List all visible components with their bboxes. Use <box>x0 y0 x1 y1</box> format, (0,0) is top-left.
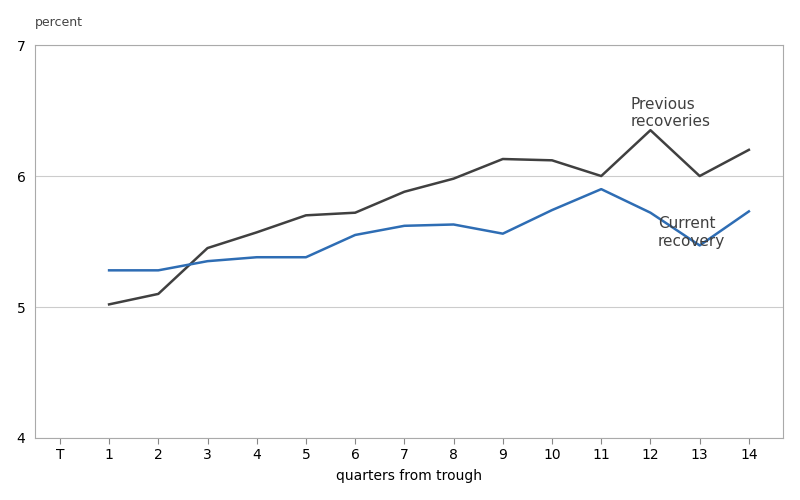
Text: Current
recovery: Current recovery <box>658 216 725 248</box>
Text: percent: percent <box>35 16 83 30</box>
Text: Previous
recoveries: Previous recoveries <box>630 97 710 130</box>
X-axis label: quarters from trough: quarters from trough <box>336 470 482 484</box>
